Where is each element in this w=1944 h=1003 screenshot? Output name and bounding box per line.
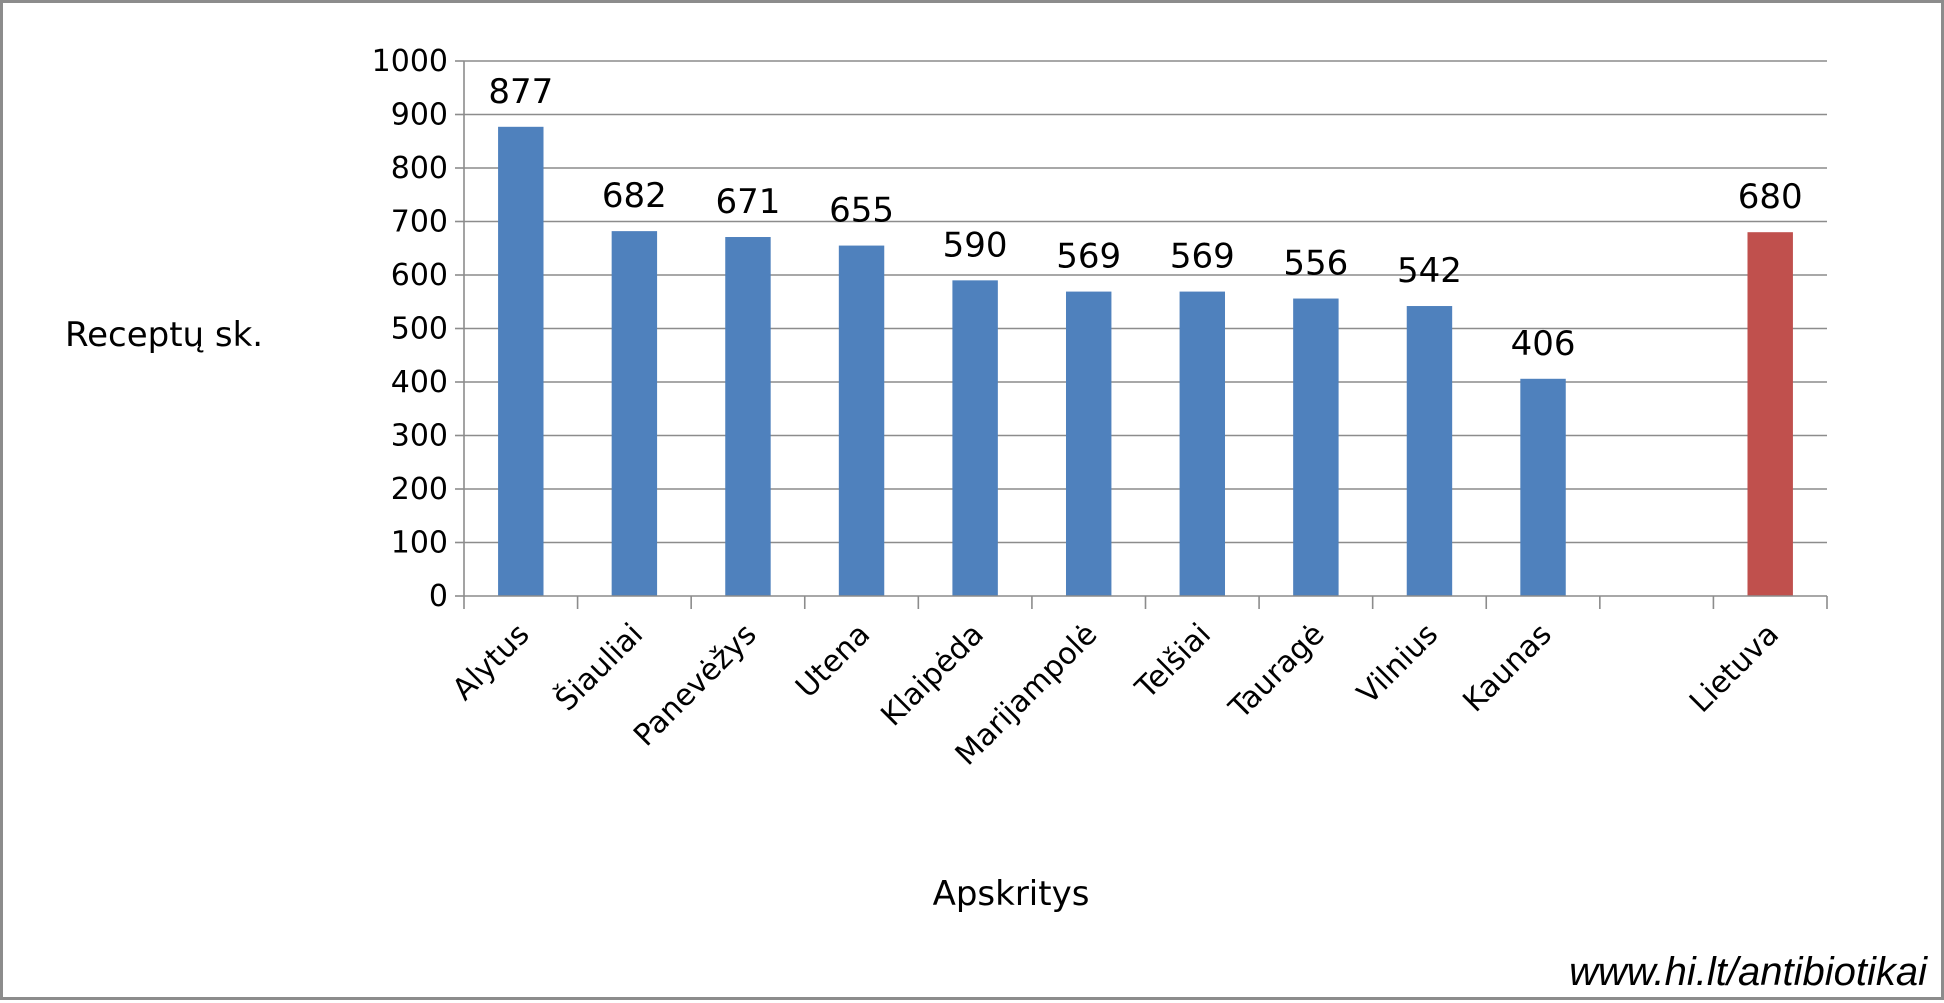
x-tick-label: Šiauliai xyxy=(547,615,650,718)
data-label: 569 xyxy=(1170,237,1235,277)
y-tick-label: 300 xyxy=(391,419,448,454)
x-axis-title: Apskritys xyxy=(933,874,1090,914)
data-labels: 877 682 671 655 590 569 569 556 542 406 680 xyxy=(488,72,1802,364)
y-tick-label: 500 xyxy=(391,312,448,347)
data-label: 682 xyxy=(602,176,667,216)
data-label: 680 xyxy=(1738,177,1803,217)
y-tick-label: 900 xyxy=(391,98,448,133)
data-label: 542 xyxy=(1397,251,1462,291)
y-tick-label: 1000 xyxy=(372,44,448,79)
x-tick-label: Lietuva xyxy=(1683,617,1786,720)
bar xyxy=(611,231,658,596)
x-tick-label: Utena xyxy=(789,617,877,705)
bar xyxy=(838,245,885,596)
x-tick-label: Kaunas xyxy=(1456,617,1558,719)
bar xyxy=(1520,378,1566,596)
bar xyxy=(952,280,998,596)
bar xyxy=(498,126,544,597)
bars xyxy=(498,126,1793,597)
x-tick-label: Klaipėda xyxy=(874,617,990,733)
data-label: 671 xyxy=(716,182,781,222)
data-label: 406 xyxy=(1511,324,1576,364)
x-tick-label: Alytus xyxy=(446,617,537,708)
y-tick-label: 100 xyxy=(391,526,448,561)
x-tick-label: Vilnius xyxy=(1351,617,1445,711)
bar-chart: 877 682 671 655 590 569 569 556 542 406 680 0 100 20… xyxy=(65,44,1828,914)
data-label: 877 xyxy=(488,72,553,112)
y-tick-label: 0 xyxy=(429,579,448,614)
source-note: www.hi.lt/antibiotikai xyxy=(1569,950,1927,994)
x-tick-label: Tauragė xyxy=(1222,617,1332,727)
y-tick-label: 400 xyxy=(391,365,448,400)
bar xyxy=(1406,306,1453,596)
bar xyxy=(1179,291,1226,596)
bar xyxy=(1747,232,1793,596)
data-label: 569 xyxy=(1056,237,1121,277)
data-label: 590 xyxy=(943,225,1008,265)
x-tick-label: Telšiai xyxy=(1128,617,1218,707)
data-label: 655 xyxy=(829,191,894,231)
y-tick-label: 200 xyxy=(391,472,448,507)
bar xyxy=(1065,291,1112,596)
y-tick-label: 700 xyxy=(391,205,448,240)
y-tick-label: 800 xyxy=(391,151,448,186)
data-label: 556 xyxy=(1283,244,1348,284)
bar xyxy=(1293,298,1339,596)
y-tick-label: 600 xyxy=(391,258,448,293)
x-tick-label: Panevėžys xyxy=(627,617,763,753)
y-axis-title: Receptų sk. xyxy=(65,315,263,355)
gridlines xyxy=(464,60,1827,544)
bar xyxy=(725,237,771,596)
